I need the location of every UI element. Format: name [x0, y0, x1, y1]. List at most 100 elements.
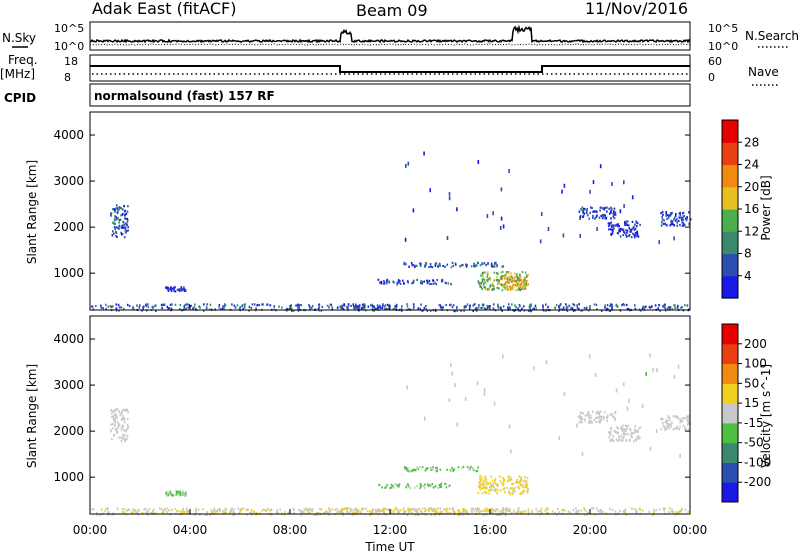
- velocity-cell: [392, 509, 395, 513]
- velocity-cell: [403, 511, 406, 514]
- velocity-cell: [600, 510, 602, 513]
- velocity-cell: [397, 484, 400, 487]
- velocity-cell: [663, 509, 665, 512]
- velocity-cell: [413, 469, 415, 472]
- power-cell: [223, 308, 226, 311]
- velocity-cell: [261, 509, 263, 512]
- velocity-cell: [360, 507, 363, 511]
- velocity-cell: [299, 509, 302, 512]
- power-cell: [400, 309, 403, 312]
- velocity-cell: [112, 434, 115, 437]
- velocity-cell: [513, 509, 515, 512]
- velocity-cell: [617, 426, 619, 430]
- velocity-cell: [497, 489, 499, 492]
- power-cell: [220, 308, 222, 311]
- velocity-cell: [408, 470, 410, 473]
- power-cell: [634, 304, 636, 307]
- velocity-cell: [126, 509, 128, 512]
- power-cell: [535, 307, 537, 310]
- velocity-cell: [111, 415, 113, 418]
- power-cell: [402, 279, 404, 282]
- power-cell: [139, 304, 141, 307]
- power-cell: [489, 285, 491, 288]
- velocity-cell: [251, 509, 253, 512]
- power-cell: [490, 262, 493, 265]
- velocity-cell: [225, 508, 228, 512]
- cpid-text: normalsound (fast) 157 RF: [94, 89, 275, 103]
- power-cell: [509, 306, 511, 309]
- power-cell: [100, 304, 102, 307]
- velocity-cell: [118, 436, 121, 439]
- power-cell: [665, 214, 667, 217]
- power-cell: [454, 310, 457, 313]
- velocity-cell: [182, 493, 184, 496]
- noise-tick-right-bottom: 10^0: [708, 40, 738, 53]
- velocity-cell: [111, 423, 114, 426]
- velocity-cell: [513, 488, 515, 491]
- velocity-cell: [635, 511, 638, 514]
- velocity-cell: [117, 426, 119, 429]
- power-ytick-label: 1000: [53, 266, 84, 280]
- velocity-cell: [502, 477, 504, 480]
- power-cell: [472, 309, 474, 313]
- power-cell: [673, 236, 675, 241]
- power-cell: [604, 206, 607, 210]
- velocity-cell: [531, 510, 533, 513]
- velocity-cell: [91, 508, 94, 511]
- power-cell: [500, 283, 503, 286]
- velocity-cell: [487, 508, 490, 511]
- velocity-cell: [176, 493, 178, 496]
- power-cell: [486, 271, 489, 274]
- velocity-cell: [624, 429, 627, 432]
- power-cell: [419, 262, 421, 265]
- velocity-cell: [598, 411, 600, 414]
- velocity-cell: [490, 475, 492, 478]
- power-cell: [136, 304, 138, 307]
- velocity-cell: [629, 427, 631, 431]
- power-cell: [448, 196, 451, 201]
- velocity-cell: [174, 493, 176, 496]
- velocity-cell: [554, 511, 556, 514]
- velocity-cell: [362, 508, 364, 511]
- power-cell: [423, 151, 425, 156]
- velocity-cell: [520, 492, 522, 495]
- velocity-cell: [111, 438, 113, 441]
- velocity-cell: [146, 510, 148, 513]
- velocity-cell: [353, 508, 356, 511]
- velocity-cell: [229, 511, 232, 514]
- velocity-cell: [595, 420, 597, 424]
- power-cell: [384, 304, 387, 307]
- power-cell: [483, 271, 485, 274]
- velocity-cell: [482, 479, 485, 482]
- power-cell: [439, 304, 441, 307]
- velocity-cell: [250, 512, 253, 515]
- power-cell: [568, 304, 571, 307]
- velocity-cell: [637, 434, 639, 438]
- power-cell: [484, 286, 487, 289]
- power-cell: [496, 275, 498, 279]
- velocity-cell: [662, 422, 664, 425]
- velocity-cell: [602, 510, 604, 513]
- velocity-cell: [125, 438, 127, 441]
- power-cell: [624, 232, 626, 235]
- power-cell: [430, 283, 433, 286]
- power-cell: [450, 283, 452, 286]
- power-cell: [501, 289, 504, 292]
- velocity-cell: [476, 510, 478, 513]
- nsky-label: N.Sky: [2, 31, 36, 45]
- velocity-cell: [584, 509, 587, 512]
- power-cell: [685, 219, 688, 222]
- power-cell: [637, 235, 640, 238]
- power-cell: [666, 217, 668, 220]
- power-cell: [510, 275, 513, 278]
- velocity-cell: [670, 510, 673, 513]
- power-cell: [685, 217, 687, 220]
- power-cell: [498, 280, 500, 283]
- power-cell: [613, 224, 615, 227]
- velocity-cell: [470, 465, 472, 468]
- velocity-cell: [122, 418, 125, 421]
- velocity-cell: [232, 514, 234, 517]
- power-cell: [477, 306, 480, 309]
- power-cell: [218, 306, 220, 309]
- velocity-cell: [452, 469, 454, 472]
